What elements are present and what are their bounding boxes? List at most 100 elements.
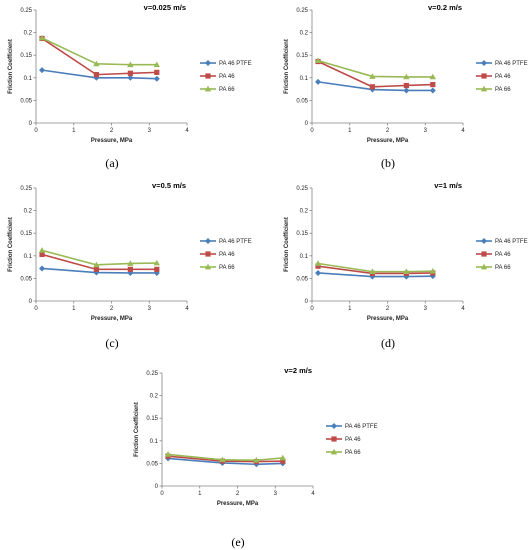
x-tick-label-a: 2 (110, 128, 114, 134)
y-tick-label-a: 0.15 (20, 53, 32, 59)
data-point-pa-66-d (369, 268, 376, 275)
series-line-pa-46-ptfe-d (317, 272, 433, 278)
x-tick-label-d: 2 (386, 306, 390, 312)
x-tick-label-e: 0 (160, 491, 164, 497)
legend-marker-pa-46-ptfe-e (331, 423, 337, 429)
y-tick-label-d: 0.15 (296, 231, 308, 237)
series-line-pa-46-a (41, 37, 157, 76)
data-point-pa-66-e (279, 454, 286, 461)
legend-marker-pa-46-ptfe-d (481, 238, 487, 244)
x-tick-label-d: 0 (310, 306, 314, 312)
data-point-pa-66-b (403, 73, 410, 80)
data-point-pa-46-ptfe-c (93, 269, 100, 276)
series-line-pa-46-ptfe-a (41, 69, 157, 80)
y-axis-label-c: Friction Coefficient (8, 217, 14, 272)
x-tick-label-a: 3 (148, 128, 152, 134)
y-tick-label-c: 0.1 (24, 254, 33, 260)
legend-marker-pa-46-ptfe-c (205, 238, 211, 244)
x-tick-label-e: 2 (236, 491, 240, 497)
x-axis-label-b: Pressure, MPa (367, 138, 409, 144)
chart-title-a: v=0.025 m/s (144, 3, 186, 12)
legend-marker-pa-46-ptfe-a (205, 60, 211, 66)
chart-title-b: v=0.2 m/s (428, 3, 462, 12)
y-tick-label-a: 0.2 (24, 31, 33, 37)
panel-b: 0 0.05 0.1 0.15 0.2 0.25 0 1 2 3 4 v=0.2 m/s Pressur… (276, 0, 528, 170)
data-point-pa-66-b (314, 57, 322, 64)
y-tick-label-a: 0.25 (20, 8, 32, 14)
x-tick-label-c: 0 (34, 306, 38, 312)
x-tick-label-d: 1 (348, 306, 352, 312)
legend-label-pa-66-b: PA 66 (495, 87, 511, 93)
y-tick-label-c: 0.15 (20, 231, 32, 237)
data-point-pa-66-a (153, 61, 160, 68)
panel-e: 0 0.05 0.1 0.15 0.2 0.25 0 1 2 3 4 v=2 m/s Pressure,… (126, 363, 381, 549)
x-tick-label-b: 3 (424, 128, 428, 134)
data-point-pa-66-a (127, 61, 134, 68)
panel-label-d: (d) (381, 336, 395, 350)
panel-c: 0 0.05 0.1 0.15 0.2 0.25 0 1 2 3 4 v=0.5 m/s Pressur… (0, 178, 255, 350)
data-point-pa-66-e (219, 456, 226, 463)
data-point-pa-46-a (154, 69, 160, 75)
x-tick-label-c: 4 (185, 306, 189, 312)
legend-marker-pa-66-c (204, 263, 212, 270)
panel-label-c: (c) (105, 336, 119, 350)
series-line-pa-66-c (41, 249, 157, 266)
data-point-pa-46-ptfe-d (315, 269, 322, 276)
series-line-pa-46-ptfe-c (41, 267, 157, 274)
x-tick-label-e: 4 (311, 491, 315, 497)
y-tick-label-b: 0 (305, 121, 309, 127)
data-point-pa-46-b (430, 81, 436, 88)
y-tick-label-e: 0.05 (146, 461, 158, 467)
chart-title-c: v=0.5 m/s (152, 181, 186, 190)
data-point-pa-66-a (93, 60, 100, 67)
panel-d: 0 0.05 0.1 0.15 0.2 0.25 0 1 2 3 4 v=1 m/s Pressure,… (276, 178, 528, 350)
chart-svg-d: 0 0.05 0.1 0.15 0.2 0.25 0 1 2 3 4 v=1 m/s Pressure,… (284, 181, 528, 322)
series-line-pa-46-b (317, 60, 433, 88)
series-line-pa-46-d (317, 265, 433, 275)
chart-svg-a: 0 0.05 0.1 0.15 0.2 0.25 0 1 2 3 4 v=0.025 m/s Press… (8, 3, 252, 144)
data-point-pa-66-d (403, 268, 410, 275)
data-point-pa-46-a (93, 72, 99, 78)
x-axis-label-d: Pressure, MPa (367, 316, 409, 322)
data-point-pa-46-ptfe-a (153, 75, 160, 82)
x-tick-label-b: 2 (386, 128, 390, 134)
y-tick-label-c: 0 (29, 299, 33, 305)
y-tick-label-a: 0 (29, 121, 33, 127)
y-tick-label-d: 0.05 (296, 276, 308, 282)
x-tick-label-b: 4 (461, 128, 465, 134)
data-point-pa-66-c (38, 247, 46, 253)
y-axis-label-b: Friction Coefficient (284, 39, 290, 94)
y-tick-label-a: 0.05 (20, 98, 32, 104)
data-point-pa-46-ptfe-b (429, 87, 436, 94)
y-axis-label-a: Friction Coefficient (8, 39, 14, 94)
legend-label-pa-66-e: PA 66 (345, 450, 361, 456)
x-tick-label-c: 3 (148, 306, 152, 312)
chart-svg-c: 0 0.05 0.1 0.15 0.2 0.25 0 1 2 3 4 v=0.5 m/s Pressur… (8, 181, 252, 322)
y-tick-label-d: 0.25 (296, 186, 308, 192)
data-point-pa-66-e (253, 457, 260, 463)
data-point-pa-66-e (164, 451, 172, 457)
y-tick-label-b: 0.05 (296, 98, 308, 104)
y-axis-label-e: Friction Coefficient (134, 402, 140, 457)
y-tick-label-e: 0.2 (150, 394, 159, 400)
legend-label-pa-46-e: PA 46 (345, 437, 361, 443)
y-tick-label-c: 0.25 (20, 186, 32, 192)
legend-marker-pa-66-d (480, 263, 488, 270)
series-line-pa-66-a (41, 37, 157, 66)
x-tick-label-e: 1 (198, 491, 202, 497)
legend-marker-pa-46-c (205, 251, 211, 257)
data-point-pa-66-d (314, 260, 322, 266)
y-tick-label-e: 0.1 (150, 439, 159, 445)
y-axis-label-d: Friction Coefficient (284, 217, 290, 272)
y-tick-label-b: 0.1 (300, 76, 309, 82)
x-tick-label-d: 3 (424, 306, 428, 312)
x-tick-label-d: 4 (461, 306, 465, 312)
x-tick-label-a: 4 (185, 128, 189, 134)
legend-marker-pa-66-e (330, 448, 338, 455)
y-tick-label-a: 0.1 (24, 76, 33, 82)
legend-marker-pa-46-d (481, 251, 487, 257)
chart-title-e: v=2 m/s (284, 366, 312, 375)
series-line-pa-66-e (167, 453, 283, 462)
legend-label-pa-66-a: PA 66 (219, 87, 235, 93)
legend-marker-pa-66-a (204, 85, 212, 92)
